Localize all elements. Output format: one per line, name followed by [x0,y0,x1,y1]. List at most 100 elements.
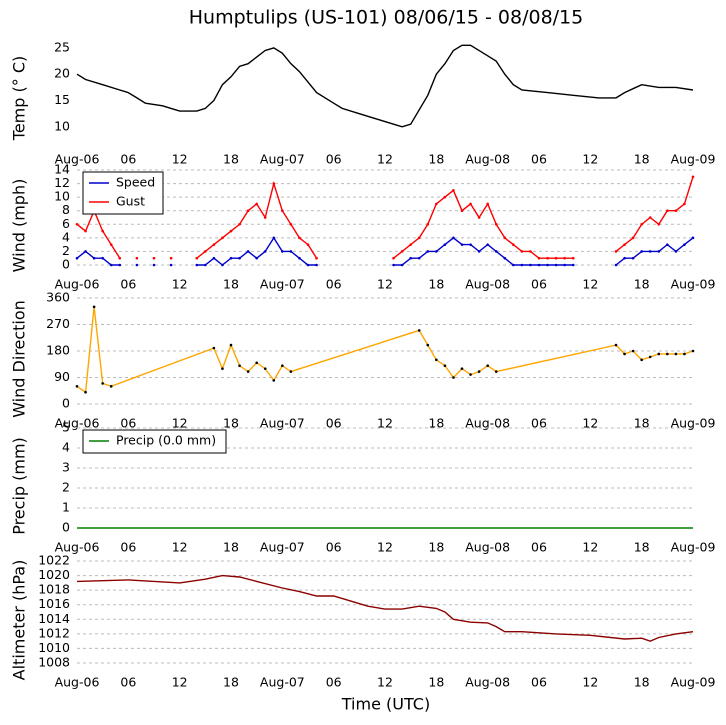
data-point [452,376,455,379]
x-tick-label: 18 [634,152,650,167]
x-tick-label: Aug-06 [55,540,100,555]
data-point [169,263,173,267]
legend-box [82,429,227,454]
data-point [229,343,233,347]
data-point [546,263,549,267]
data-point [109,263,113,267]
data-point [281,364,284,368]
y-axis-label: Precip (mm) [10,437,29,535]
data-point [614,250,618,253]
data-point [255,361,258,365]
data-point [204,250,207,253]
data-point [563,256,566,260]
x-tick-label: Aug-06 [55,416,100,431]
data-point [238,364,241,368]
x-tick-label: 18 [428,540,444,555]
x-tick-label: 18 [428,152,444,167]
data-line [76,176,694,259]
data-point [460,209,464,213]
legend-box [82,171,164,215]
x-tick-label: 12 [377,675,393,690]
data-point [400,263,404,267]
data-point [657,222,661,226]
y-tick-label: 90 [54,369,70,384]
data-point [494,222,498,226]
data-point [246,209,250,213]
data-point [674,209,678,213]
data-point [443,243,447,246]
data-point [255,202,258,206]
data-point [409,243,412,246]
data-point [435,250,438,253]
data-point [118,263,122,267]
data-point [494,250,498,253]
x-tick-label: 06 [326,540,342,555]
x-tick-label: 06 [531,277,547,292]
data-point [640,250,643,253]
x-tick-label: 12 [377,540,393,555]
x-tick-label: Aug-06 [55,675,100,690]
data-point [460,367,464,370]
data-point [135,263,139,267]
x-tick-label: Aug-09 [671,675,716,690]
x-tick-label: 18 [428,416,444,431]
data-point [315,263,318,267]
y-tick-label: 0 [62,520,70,535]
y-tick-label: 6 [62,216,70,231]
data-point [272,379,276,382]
data-point [118,256,122,260]
data-point [614,263,618,267]
data-point [452,236,455,240]
x-tick-label: 06 [120,416,136,431]
data-point [392,263,395,267]
x-tick-label: Aug-09 [671,277,716,292]
data-point [263,216,267,219]
data-point [426,343,430,347]
data-point [281,250,284,253]
data-point [674,352,678,356]
data-point [563,263,566,267]
data-point [84,390,87,394]
x-tick-label: 06 [531,540,547,555]
data-point [691,175,695,179]
data-point [221,367,224,370]
data-point [571,256,575,260]
y-axis-label: Wind (mph) [10,179,29,273]
x-tick-label: Aug-09 [671,416,716,431]
x-tick-label: Aug-06 [55,277,100,292]
x-tick-label: Aug-08 [465,675,510,690]
data-point [84,250,87,253]
data-point [101,256,104,260]
data-line [76,306,694,394]
x-tick-label: 12 [172,675,188,690]
data-point [298,256,301,260]
data-point [392,256,395,260]
legend-label: Precip (0.0 mm) [116,433,216,448]
data-point [529,250,532,253]
y-tick-label: 360 [46,290,70,305]
data-point [469,202,472,206]
y-axis-label: Wind Direction [10,300,29,418]
y-tick-label: 3 [62,460,70,475]
data-point [75,222,79,226]
data-point [529,263,532,267]
x-tick-label: Aug-09 [671,152,716,167]
data-point [109,243,113,246]
data-point [195,263,199,267]
data-point [512,263,515,267]
x-tick-label: 06 [326,152,342,167]
data-point [212,346,216,350]
x-tick-label: Aug-07 [260,152,305,167]
data-point [623,243,626,246]
y-axis-label: Altimeter (hPa) [10,560,29,681]
data-point [537,263,541,267]
x-tick-label: Aug-07 [260,540,305,555]
data-point [272,182,276,185]
data-point [435,358,438,362]
x-tick-label: 12 [582,416,598,431]
y-axis-label: Temp (° C) [10,56,29,141]
data-point [648,250,652,253]
x-tick-label: 06 [120,152,136,167]
x-tick-label: 12 [582,540,598,555]
x-tick-label: Aug-07 [260,675,305,690]
